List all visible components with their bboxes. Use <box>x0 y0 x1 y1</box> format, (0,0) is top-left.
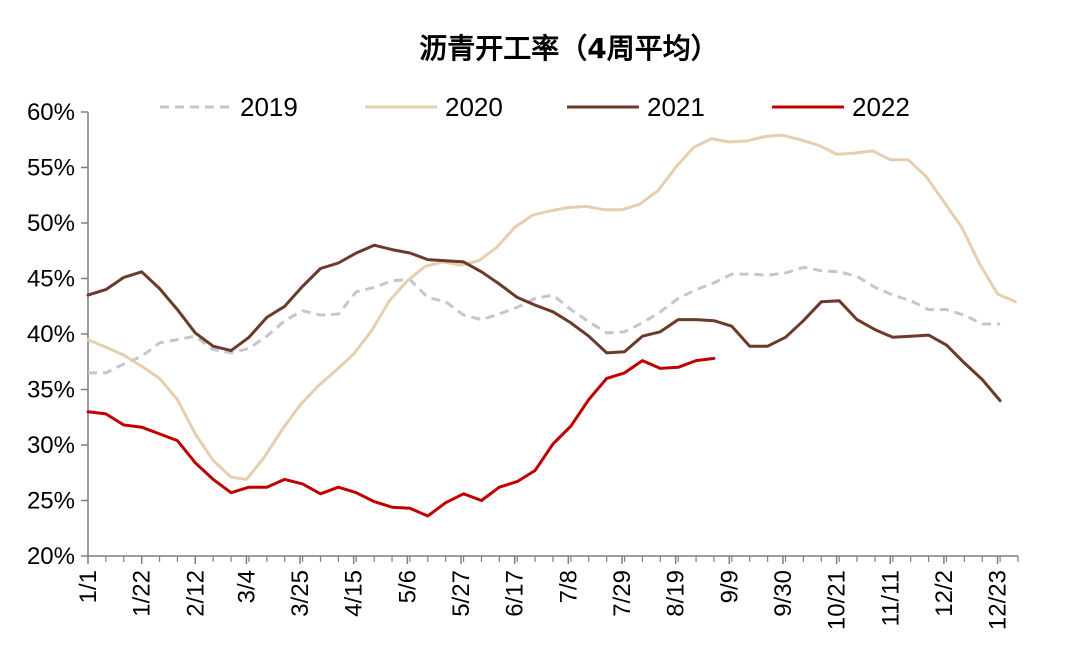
legend-label-2022: 2022 <box>852 92 910 122</box>
chart-title: 沥青开工率（4周平均） <box>419 32 718 65</box>
legend-label-2019: 2019 <box>240 92 298 122</box>
x-tick-label: 3/25 <box>287 570 314 617</box>
y-tick-label: 30% <box>27 432 75 459</box>
x-tick-label: 7/8 <box>555 570 582 603</box>
x-tick-label: 7/29 <box>609 570 636 617</box>
legend-label-2021: 2021 <box>647 92 705 122</box>
series-line-2019 <box>88 265 1001 375</box>
x-tick-label: 12/23 <box>985 570 1012 630</box>
x-tick-label: 10/21 <box>824 570 851 630</box>
x-tick-label: 3/4 <box>233 570 260 603</box>
x-tick-label: 1/22 <box>129 570 156 617</box>
y-tick-label: 60% <box>27 99 75 126</box>
y-tick-label: 35% <box>27 377 75 404</box>
y-tick-label: 20% <box>27 543 75 570</box>
x-tick-label: 8/19 <box>663 570 690 617</box>
series-line-2020 <box>86 133 1017 481</box>
x-tick-label: 9/9 <box>716 570 743 603</box>
x-tick-label: 6/17 <box>502 570 529 617</box>
y-tick-label: 25% <box>27 488 75 515</box>
x-tick-label: 5/6 <box>394 570 421 603</box>
axes: 20% 25% 30% 35% 40% 45% 50% 55% 60% 1/1 1/22 2/12 3/… <box>27 99 1019 630</box>
legend: 2019 2020 2021 2022 <box>160 92 910 122</box>
x-tick-label: 9/30 <box>770 570 797 617</box>
x-tick-label: 4/15 <box>341 570 368 617</box>
y-tick-label: 50% <box>27 210 75 237</box>
x-tick-label: 12/2 <box>931 570 958 617</box>
series-line-2021 <box>86 243 1002 403</box>
series-lines <box>86 133 1017 518</box>
x-tick-label: 2/12 <box>182 570 209 617</box>
series-line-2022 <box>86 356 716 518</box>
legend-label-2020: 2020 <box>445 92 503 122</box>
y-tick-label: 40% <box>27 321 75 348</box>
x-tick-label: 5/27 <box>448 570 475 617</box>
y-tick-label: 45% <box>27 266 75 293</box>
x-tick-label: 1/1 <box>75 570 102 603</box>
x-tick-label: 11/11 <box>877 570 904 627</box>
y-tick-label: 55% <box>27 155 75 182</box>
